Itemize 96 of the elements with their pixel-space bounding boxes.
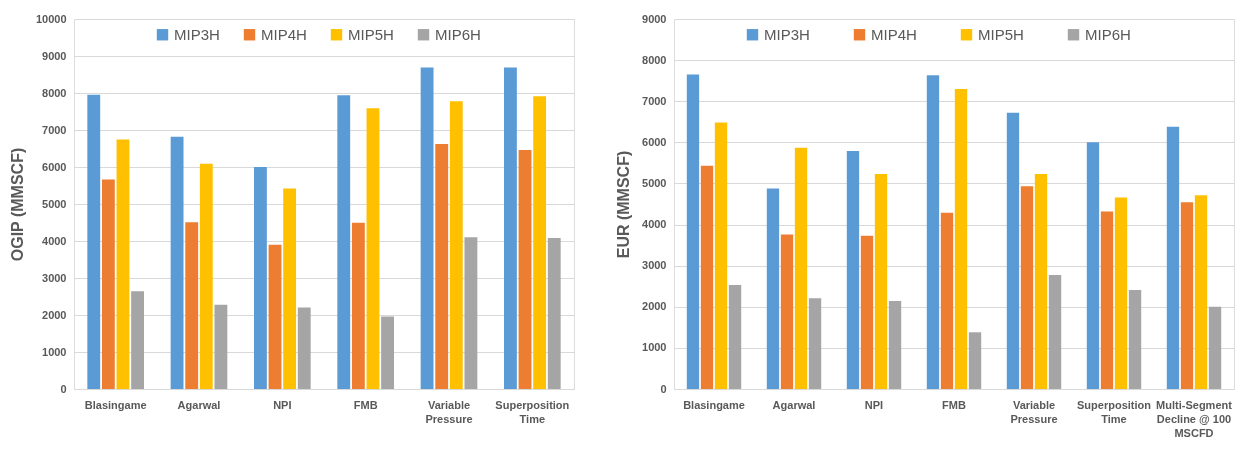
bar xyxy=(714,122,728,389)
bar xyxy=(808,298,822,389)
bar xyxy=(185,222,199,389)
bar xyxy=(464,237,478,389)
y-tick-label: 1000 xyxy=(42,345,67,358)
x-tick-label: Superposition Time xyxy=(495,398,570,425)
bar xyxy=(337,95,351,389)
bar xyxy=(1006,112,1020,389)
y-tick-label: 6000 xyxy=(642,135,667,148)
y-tick-label: 5000 xyxy=(642,176,667,189)
y-tick-label: 7000 xyxy=(642,94,667,107)
bar xyxy=(700,165,714,389)
bar xyxy=(1166,126,1180,389)
y-tick-label: 2000 xyxy=(642,300,667,313)
bar xyxy=(170,136,184,389)
bar xyxy=(504,67,517,389)
bar xyxy=(547,238,561,389)
y-tick-label: 0 xyxy=(60,382,67,395)
x-tick-label: Superposition Time xyxy=(1077,398,1152,425)
legend-label: MIP5H xyxy=(348,25,394,43)
bar xyxy=(199,163,213,389)
bar xyxy=(518,149,532,389)
bar xyxy=(940,212,954,389)
y-tick-label: 9000 xyxy=(642,12,667,25)
y-tick-label: 8000 xyxy=(642,53,667,66)
x-tick-label: FMB xyxy=(353,398,378,411)
x-tick-label: NPI xyxy=(864,398,884,411)
bar xyxy=(1128,289,1142,389)
legend-label: MIP3H xyxy=(174,25,220,43)
bar xyxy=(794,147,808,389)
x-tick-label: Multi-Segment Decline @ 100 MSCFD xyxy=(1156,398,1233,439)
bar xyxy=(101,179,115,389)
bar xyxy=(116,139,130,389)
bar xyxy=(1086,142,1100,389)
legend-label: MIP4H xyxy=(871,25,917,43)
bar xyxy=(449,101,463,389)
y-tick-label: 6000 xyxy=(42,160,67,173)
legend-label: MIP6H xyxy=(1085,25,1131,43)
bar xyxy=(728,284,742,389)
legend-label: MIP5H xyxy=(978,25,1024,43)
x-tick-label: NPI xyxy=(273,398,292,411)
bar xyxy=(846,150,860,389)
bar xyxy=(283,188,297,389)
y-tick-label: 10000 xyxy=(35,12,67,25)
bar xyxy=(926,75,940,389)
bar xyxy=(87,94,101,389)
y-tick-label: 0 xyxy=(660,382,667,395)
y-tick-label: 2000 xyxy=(42,308,67,321)
legend-label: MIP6H xyxy=(435,25,481,43)
bar xyxy=(435,144,449,389)
x-tick-label: Blasingame xyxy=(683,398,745,411)
bar xyxy=(254,167,267,389)
y-axis-title: OGIP (MMSCF) xyxy=(8,147,26,262)
bar xyxy=(860,235,874,389)
bar xyxy=(686,74,700,389)
bar xyxy=(297,307,311,389)
bar xyxy=(1194,195,1208,389)
bar xyxy=(351,222,365,389)
x-tick-label: Variable Pressure xyxy=(1010,398,1058,425)
y-tick-label: 5000 xyxy=(42,197,67,210)
y-tick-label: 7000 xyxy=(42,123,67,136)
y-tick-label: 3000 xyxy=(42,271,67,284)
bar xyxy=(1034,173,1048,389)
bar xyxy=(268,244,282,389)
x-tick-label: Agarwal xyxy=(772,398,816,411)
bar xyxy=(1208,306,1222,389)
bar xyxy=(533,96,547,389)
bar xyxy=(954,88,968,389)
bar xyxy=(1100,211,1114,389)
legend-label: MIP3H xyxy=(764,25,810,43)
bar xyxy=(1180,202,1194,389)
bar xyxy=(214,304,228,389)
x-tick-label: FMB xyxy=(942,398,966,411)
y-axis-title: EUR (MMSCF) xyxy=(615,150,633,259)
legend-label: MIP4H xyxy=(261,25,307,43)
x-tick-label: Variable Pressure xyxy=(425,398,473,425)
y-tick-label: 3000 xyxy=(642,259,667,272)
x-tick-label: Blasingame xyxy=(84,398,147,411)
y-tick-label: 4000 xyxy=(642,218,667,231)
bar xyxy=(766,188,780,389)
bar xyxy=(968,332,982,389)
x-tick-label: Agarwal xyxy=(177,398,221,411)
bar xyxy=(888,301,902,389)
bar xyxy=(780,234,794,389)
y-tick-label: 9000 xyxy=(42,49,67,62)
y-tick-label: 8000 xyxy=(42,86,67,99)
bar xyxy=(874,173,888,389)
bar xyxy=(1048,275,1062,389)
y-tick-label: 4000 xyxy=(42,234,67,247)
bar xyxy=(381,316,394,389)
bar xyxy=(1020,186,1034,389)
bar xyxy=(420,67,434,389)
y-tick-label: 1000 xyxy=(642,341,667,354)
bar xyxy=(366,108,380,389)
bar xyxy=(131,291,144,389)
bar xyxy=(1114,197,1128,389)
